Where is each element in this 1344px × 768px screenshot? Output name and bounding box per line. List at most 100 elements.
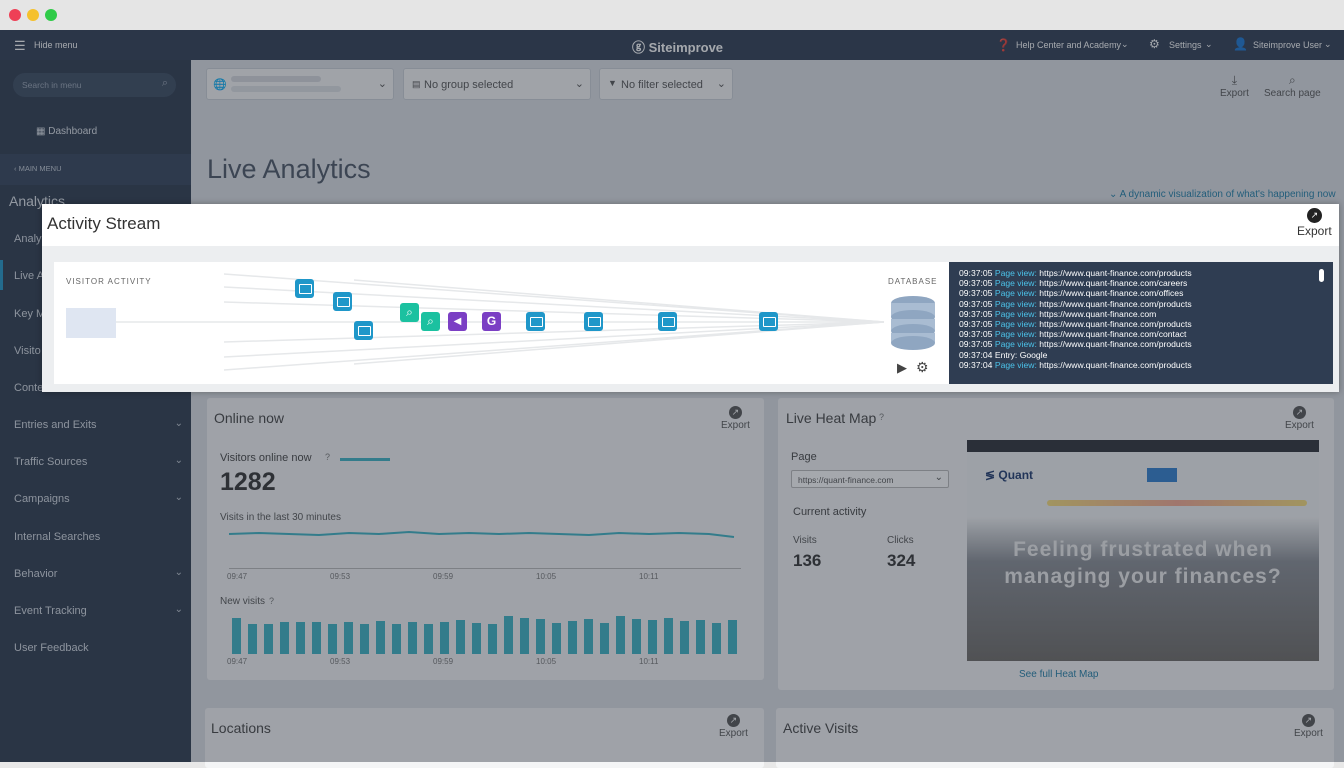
new-visits-bar <box>392 623 401 654</box>
page-view-icon <box>584 312 603 331</box>
sidebar-item-user-feedback[interactable]: User Feedback <box>14 642 89 654</box>
play-icon[interactable]: ▶ <box>897 360 907 375</box>
user-menu[interactable]: Siteimprove User <box>1253 40 1323 50</box>
log-url: https://www.quant-finance.com/careers <box>1039 278 1188 289</box>
export-label: Export <box>1297 224 1332 238</box>
hamburger-icon[interactable]: ☰ <box>14 38 26 53</box>
log-url: https://www.quant-finance.com/products <box>1039 359 1192 370</box>
export-button[interactable]: ↗ Export <box>1294 714 1323 739</box>
page-select[interactable]: https://quant-finance.com ⌄ <box>791 470 949 488</box>
chevron-down-icon: ⌄ <box>377 78 387 90</box>
sidebar-item-campaigns[interactable]: Campaigns <box>14 493 70 505</box>
x-tick-label: 09:53 <box>330 657 351 666</box>
chevron-down-icon: ⌄ <box>174 604 183 615</box>
log-time: 09:37:05 <box>959 339 995 350</box>
log-url: https://www.quant-finance.com/products <box>1039 319 1192 330</box>
website-thumbnail <box>66 308 116 338</box>
page-view-icon <box>526 312 545 331</box>
export-button[interactable]: ⤓ Export <box>1220 73 1249 99</box>
sidebar-item-3[interactable]: Visito <box>14 345 41 357</box>
new-visits-bar <box>696 619 705 654</box>
export-button[interactable]: ↗ Export <box>719 714 748 739</box>
main-menu-back[interactable]: ‹ MAIN MENU <box>0 154 191 185</box>
close-dot[interactable] <box>9 9 21 21</box>
see-full-heatmap-link[interactable]: See full Heat Map <box>1019 669 1099 680</box>
search-icon[interactable]: ⌕ <box>161 77 168 89</box>
new-visits-bar <box>440 622 449 654</box>
export-icon: ↗ <box>728 406 742 419</box>
sidebar-item-traffic[interactable]: Traffic Sources <box>14 456 88 468</box>
filter-select-value: No filter selected <box>621 79 703 91</box>
sidebar-item-event-tracking[interactable]: Event Tracking <box>14 605 87 617</box>
new-visits-bar-chart <box>229 612 741 654</box>
x-tick-label: 09:59 <box>433 657 454 666</box>
log-type: Page view: <box>994 298 1040 309</box>
campaign-icon: ◀ <box>448 312 467 331</box>
overlay-backdrop <box>0 30 1344 762</box>
group-select-value: No group selected <box>424 79 514 91</box>
search-event-icon: ⌕ <box>400 303 419 322</box>
chevron-down-icon: ⌄ <box>574 78 584 90</box>
group-icon: ▤ <box>412 79 421 89</box>
new-visits-bar <box>360 623 369 654</box>
log-url: Google <box>1019 349 1048 360</box>
help-center-link[interactable]: Help Center and Academy <box>1016 40 1122 50</box>
filter-selector[interactable]: ▼ No filter selected ⌄ <box>599 68 733 100</box>
hide-menu-link[interactable]: Hide menu <box>34 40 78 50</box>
sidebar-item-1[interactable]: Live A <box>14 270 44 282</box>
visits-line-chart <box>229 530 735 538</box>
heatmap-preview[interactable]: ≶ Quant Feeling frustrated when managing… <box>967 440 1319 661</box>
page-title: Live Analytics <box>207 154 371 184</box>
new-visits-bar <box>536 619 545 654</box>
export-label: Export <box>721 420 750 431</box>
sidebar-item-behavior[interactable]: Behavior <box>14 568 58 580</box>
search-input[interactable]: Search in menu ⌕ <box>13 73 176 97</box>
dashboard-label: Dashboard <box>48 126 98 137</box>
info-icon[interactable]: ? <box>325 452 331 462</box>
main-menu-label: MAIN MENU <box>18 164 62 173</box>
sidebar-item-internal-searches[interactable]: Internal Searches <box>14 531 101 543</box>
new-visits-bar <box>296 622 305 654</box>
search-placeholder: Search in menu <box>22 80 82 90</box>
active-indicator <box>0 260 3 290</box>
settings-menu[interactable]: Settings <box>1169 40 1202 50</box>
sidebar-item-4[interactable]: Conte <box>14 382 44 394</box>
stream-lines <box>114 273 885 371</box>
page-view-icon <box>658 312 677 331</box>
page-subtitle-link[interactable]: ⌄ A dynamic visualization of what's happ… <box>1109 189 1336 200</box>
heat-spot <box>1047 500 1307 506</box>
minimize-dot[interactable] <box>27 9 39 21</box>
info-icon[interactable]: ? <box>269 596 275 606</box>
sidebar-item-dashboard[interactable]: ▦ Dashboard <box>36 126 97 137</box>
sidebar-item-0[interactable]: Analy <box>14 233 42 245</box>
line-axis <box>229 568 741 569</box>
filter-icon: ▼ <box>608 78 617 88</box>
group-selector[interactable]: ▤ No group selected ⌄ <box>403 68 591 100</box>
x-tick-label: 10:05 <box>536 572 557 581</box>
log-url: https://www.quant-finance.com/products <box>1039 268 1192 278</box>
search-page-label: Search page <box>1264 88 1321 99</box>
export-button[interactable]: ↗ Export <box>1285 406 1314 431</box>
log-line: 09:37:05 Page view: https://www.quant-fi… <box>959 299 1333 309</box>
log-scrollbar[interactable] <box>1319 269 1324 282</box>
site-selector[interactable]: 🌐 ⌄ <box>206 68 394 100</box>
x-tick-label: 09:47 <box>227 657 248 666</box>
search-page-button[interactable]: ⌕ Search page <box>1264 73 1321 99</box>
new-visits-bar <box>344 621 353 654</box>
new-visits-bar <box>488 624 497 654</box>
export-button[interactable]: ↗ Export <box>721 406 750 431</box>
new-visits-bar <box>648 619 657 654</box>
new-visits-bar <box>552 622 561 654</box>
gear-icon[interactable]: ⚙ <box>916 359 929 375</box>
export-button[interactable]: ↗ Export <box>1297 208 1332 238</box>
info-icon[interactable]: ? <box>879 412 885 422</box>
log-line: 09:37:05 Page view: https://www.quant-fi… <box>959 339 1333 349</box>
sidebar-item-entries[interactable]: Entries and Exits <box>14 419 97 431</box>
log-type: Page view: <box>994 339 1040 350</box>
sidebar-item-2[interactable]: Key M <box>14 308 46 320</box>
log-type: Page view: <box>994 268 1040 278</box>
database-icon <box>891 296 935 350</box>
maximize-dot[interactable] <box>45 9 57 21</box>
page-view-icon <box>295 279 314 298</box>
new-visits-bar <box>280 622 289 654</box>
